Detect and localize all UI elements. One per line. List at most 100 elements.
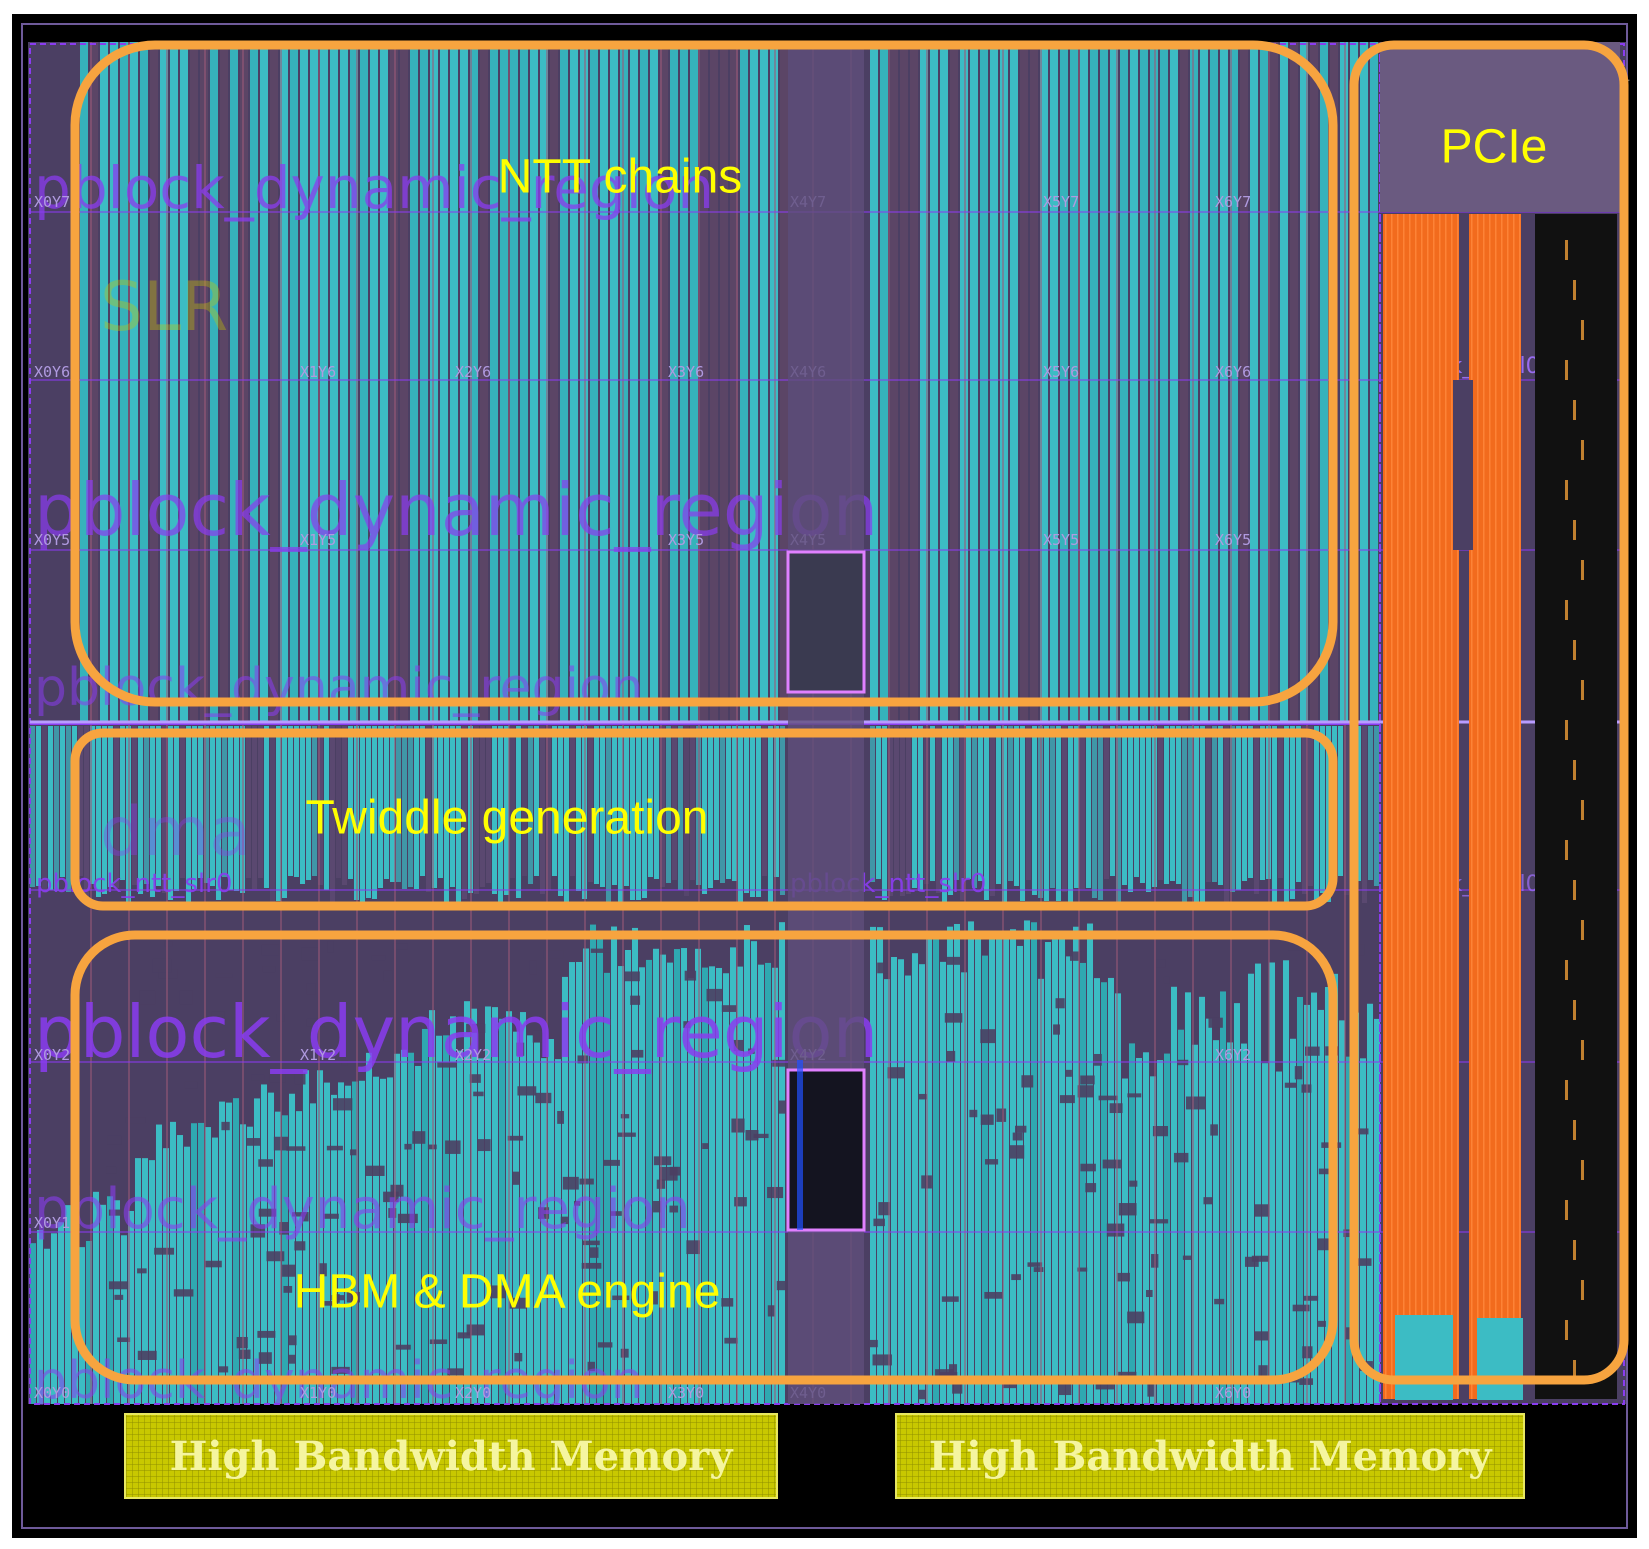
logic-column (370, 42, 378, 722)
clock-region-label: X3Y6 (668, 363, 704, 381)
logic-column (1002, 1383, 1017, 1389)
logic-column (610, 1211, 622, 1216)
logic-column (774, 726, 779, 877)
logic-column (186, 726, 191, 903)
pcie-logic-column (1427, 214, 1429, 1399)
logic-column (420, 726, 425, 876)
logic-column (383, 1191, 399, 1203)
logic-column (380, 1078, 386, 1404)
logic-column (168, 726, 173, 900)
logic-column (1200, 42, 1208, 722)
logic-column (388, 1208, 397, 1218)
logic-column (947, 926, 953, 1404)
logic-column (954, 923, 960, 1404)
logic-column (1127, 1093, 1142, 1098)
clock-region-label: X1Y0 (300, 1384, 336, 1402)
logic-column (387, 1077, 393, 1404)
pcie-io-tick (1581, 680, 1584, 700)
logic-column (882, 726, 887, 900)
logic-column (528, 726, 533, 884)
logic-column (474, 726, 479, 894)
logic-column (456, 726, 461, 902)
pcie-io-tick (1581, 560, 1584, 580)
logic-column (100, 1204, 106, 1404)
logic-column (1374, 1018, 1380, 1404)
logic-column (590, 924, 596, 1404)
logic-column (174, 726, 179, 891)
logic-column (154, 1247, 175, 1255)
clock-region-label: X0Y5 (34, 531, 70, 549)
logic-column (1194, 726, 1199, 902)
logic-column (933, 935, 939, 1404)
logic-column (261, 944, 279, 956)
logic-column (175, 1037, 193, 1047)
logic-column (738, 726, 743, 902)
logic-column (408, 726, 413, 887)
logic-column (954, 726, 959, 880)
logic-column (422, 1028, 428, 1404)
logic-column (527, 1035, 533, 1404)
logic-column (732, 726, 737, 881)
pcie-logic-column (1489, 214, 1491, 1399)
pcie-logic-column (1471, 214, 1473, 1399)
pcie-logic-column (1477, 214, 1479, 1399)
pcie-io-tick (1581, 1280, 1584, 1300)
logic-column (600, 726, 605, 887)
io-column (786, 42, 866, 1404)
logic-column (110, 42, 118, 722)
logic-column (1171, 986, 1177, 1404)
logic-column (42, 726, 47, 893)
logic-column (44, 1248, 50, 1404)
hbm-label-left: High Bandwidth Memory (170, 1433, 735, 1480)
logic-column (270, 42, 278, 722)
logic-column (78, 726, 83, 876)
logic-column (653, 1156, 672, 1166)
clock-region-label: X6Y0 (1215, 1384, 1251, 1402)
logic-column (402, 726, 407, 889)
logic-column (543, 950, 564, 959)
logic-column (1031, 922, 1037, 1404)
logic-column (179, 990, 193, 1005)
logic-column (1344, 726, 1349, 895)
logic-column (538, 1207, 550, 1219)
pcie-io-tick (1565, 240, 1568, 260)
logic-column (1146, 1289, 1153, 1298)
logic-column (1296, 726, 1301, 882)
logic-column (1290, 726, 1295, 899)
logic-column (1300, 42, 1308, 722)
logic-column (891, 956, 897, 1404)
logic-column (1318, 1168, 1337, 1175)
logic-column (597, 930, 603, 1404)
logic-column (1180, 42, 1188, 722)
logic-column (93, 1191, 99, 1404)
logic-column (970, 42, 978, 722)
logic-column (680, 42, 688, 722)
logic-column (541, 1058, 547, 1404)
logic-column (412, 1131, 426, 1144)
logic-column (54, 726, 59, 891)
logic-column (872, 1354, 892, 1366)
logic-column (90, 42, 98, 722)
logic-column (1106, 1223, 1125, 1237)
logic-column (1040, 42, 1048, 722)
clock-region-label: X5Y5 (1043, 531, 1079, 549)
logic-column (485, 1006, 491, 1404)
logic-column (709, 966, 715, 1404)
logic-column (650, 42, 658, 722)
logic-column (870, 726, 875, 882)
logic-column (345, 1085, 351, 1404)
logic-column (1009, 1145, 1025, 1159)
logic-column (300, 42, 308, 722)
logic-column (190, 42, 198, 722)
logic-column (1020, 726, 1025, 901)
logic-column (128, 1211, 134, 1404)
pcie-io-tick (1573, 1240, 1576, 1260)
logic-column (490, 42, 498, 722)
logic-column (450, 1016, 456, 1404)
logic-column (564, 726, 569, 902)
logic-column (612, 1295, 630, 1301)
logic-column (942, 726, 947, 904)
logic-column (1080, 1163, 1096, 1172)
logic-column (246, 726, 251, 878)
logic-column (86, 1240, 92, 1404)
